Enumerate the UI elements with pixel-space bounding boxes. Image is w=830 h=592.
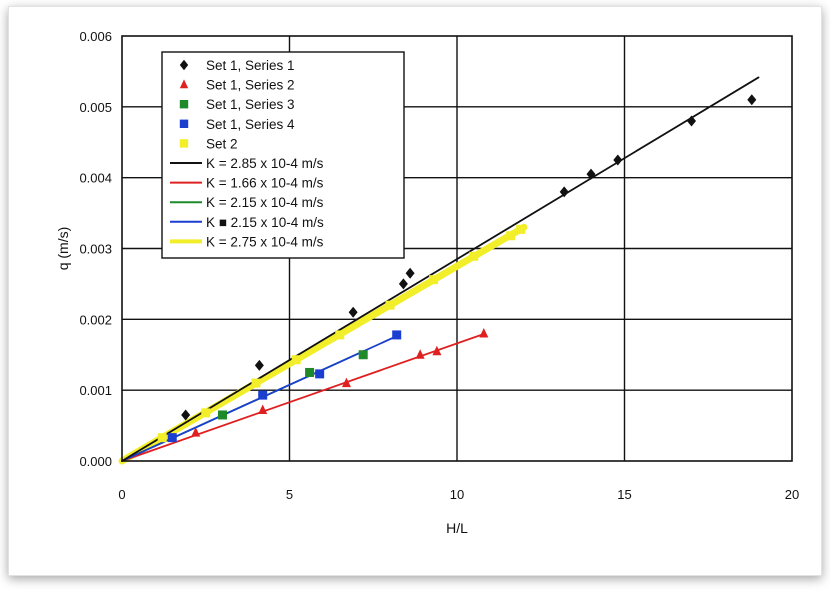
data-point [157, 433, 167, 443]
y-axis-label: q (m/s) [55, 227, 71, 271]
data-point [201, 408, 211, 418]
legend-label: Set 1, Series 1 [206, 58, 295, 73]
data-point [191, 427, 201, 437]
legend: Set 1, Series 1 Set 1, Series 2 Set 1, Ser… [161, 51, 405, 259]
data-point [251, 378, 261, 388]
data-point [167, 433, 177, 443]
legend-marker [179, 119, 189, 128]
data-point [747, 94, 757, 106]
data-point [432, 345, 442, 356]
x-axis-label: H/L [446, 520, 468, 536]
fit-line [121, 333, 485, 462]
data-point [258, 404, 268, 414]
y-tick-label: 0.006 [79, 29, 112, 44]
data-point [254, 359, 264, 371]
legend-label: K ■ 2.15 x 10-4 m/s [206, 215, 324, 230]
data-point [429, 275, 439, 285]
data-point [358, 350, 368, 360]
y-tick-labels: 0.000 0.001 0.002 0.003 0.004 0.005 0.006 [79, 29, 112, 469]
legend-label: K = 2.85 x 10-4 m/s [206, 156, 324, 171]
legend-marker [179, 59, 189, 71]
y-tick-label: 0.000 [79, 454, 112, 469]
plot-area-border [121, 35, 793, 462]
data-point [181, 409, 191, 421]
legend-marker [179, 139, 189, 148]
data-point [341, 377, 351, 388]
y-tick-label: 0.005 [79, 100, 112, 115]
x-tick-label: 10 [450, 487, 464, 502]
legend-label: Set 2 [206, 136, 238, 151]
y-tick-label: 0.003 [79, 242, 112, 257]
data-point [291, 355, 301, 365]
data-point [613, 154, 623, 166]
x-tick-label: 15 [617, 487, 631, 502]
x-tick-labels: 0 5 10 15 20 [118, 487, 799, 502]
data-point [392, 330, 402, 340]
x-tick-label: 5 [286, 487, 293, 502]
data-point [516, 224, 526, 234]
data-point [315, 369, 325, 379]
data-point [559, 186, 569, 198]
fit-line [121, 76, 760, 462]
legend-label: K = 2.75 x 10-4 m/s [206, 234, 324, 249]
legend-marker [179, 79, 189, 89]
fit-line [118, 223, 528, 465]
data-point [479, 328, 489, 338]
data-point [415, 349, 425, 359]
data-point [335, 330, 345, 340]
data-point [398, 278, 408, 290]
x-tick-label: 20 [785, 487, 799, 502]
legend-label: Set 1, Series 4 [206, 117, 295, 132]
data-points [157, 94, 757, 443]
data-point [506, 231, 516, 241]
legend-box [161, 51, 405, 259]
data-point [348, 306, 358, 318]
data-point [305, 367, 315, 377]
fit-lines [118, 76, 760, 465]
data-point [469, 251, 479, 261]
data-point [385, 300, 395, 310]
legend-label: K = 1.66 x 10-4 m/s [206, 176, 324, 191]
y-tick-label: 0.004 [79, 171, 112, 186]
legend-label: Set 1, Series 2 [206, 78, 295, 93]
legend-marker [179, 100, 189, 109]
legend-label: K = 2.15 x 10-4 m/s [206, 195, 324, 210]
data-point [405, 267, 415, 279]
x-tick-label: 0 [118, 487, 125, 502]
data-point [218, 410, 227, 420]
data-point [586, 168, 596, 180]
y-tick-label: 0.001 [79, 383, 112, 398]
legend-label: Set 1, Series 3 [206, 97, 295, 112]
y-tick-label: 0.002 [79, 312, 112, 327]
data-point [258, 390, 268, 400]
data-point [687, 115, 696, 127]
